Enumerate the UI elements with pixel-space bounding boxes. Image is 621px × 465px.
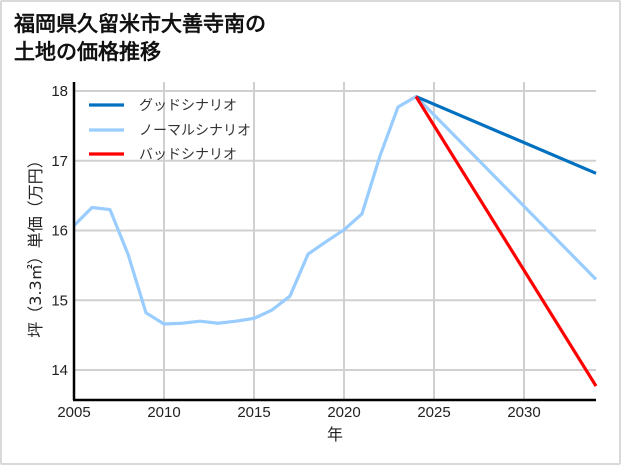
- x-tick-label: 2025: [417, 404, 450, 421]
- y-tick-label: 15: [51, 292, 68, 309]
- y-tick-label: 14: [51, 362, 68, 379]
- y-tick-label: 16: [51, 223, 68, 240]
- y-tick-label: 17: [51, 153, 68, 170]
- legend-label: グッドシナリオ: [139, 98, 237, 114]
- x-tick-label: 2020: [327, 404, 360, 421]
- chart-title-line2: 土地の価格推移: [14, 40, 161, 64]
- x-tick-label: 2030: [507, 404, 540, 421]
- chart-title-line1: 福岡県久留米市大善寺南の: [14, 12, 266, 36]
- x-tick-label: 2015: [237, 404, 270, 421]
- axes: 2005 2010 2015 2020 2025 2030 14 15 16 17 18: [51, 82, 596, 421]
- data-series: [72, 94, 598, 387]
- series-line: [414, 95, 598, 387]
- legend-label: ノーマルシナリオ: [139, 123, 251, 139]
- x-tick-label: 2010: [147, 404, 180, 421]
- series-line: [72, 94, 598, 326]
- x-axis-label: 年: [327, 425, 343, 444]
- chart-title: 福岡県久留米市大善寺南の 土地の価格推移: [14, 10, 266, 66]
- y-tick-label: 18: [51, 83, 68, 100]
- grid-lines: [74, 82, 596, 400]
- x-tick-label: 2005: [57, 404, 90, 421]
- series-line: [415, 95, 597, 175]
- legend-label: バッドシナリオ: [139, 147, 237, 163]
- y-axis-label: 坪（3.3㎡）単価（万円）: [26, 152, 45, 337]
